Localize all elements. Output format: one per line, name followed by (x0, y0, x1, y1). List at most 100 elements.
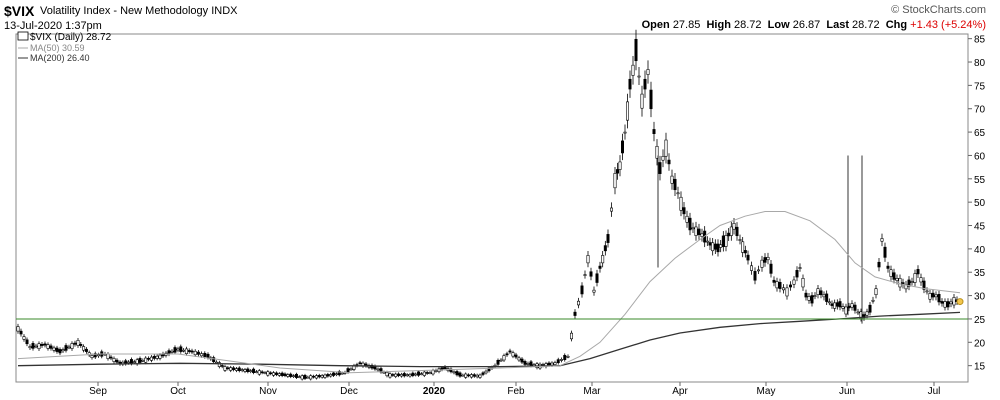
candle-up (382, 371, 386, 374)
ohlc-readout: Open 27.85 High 28.72 Low 26.87 Last 28.… (642, 19, 986, 31)
candle-up (16, 326, 20, 332)
candle-up (272, 372, 276, 376)
candle-down (226, 367, 230, 370)
candle-up (691, 227, 695, 230)
legend-ma200: MA(200) 26.40 (30, 53, 90, 63)
candle-down (237, 367, 241, 371)
candle-up (266, 371, 270, 376)
candle-up (511, 352, 515, 357)
candle-down (547, 362, 551, 366)
candle-up (243, 369, 247, 372)
candle-down (667, 159, 671, 165)
candle-down (883, 246, 887, 258)
candle-up (913, 273, 917, 283)
candle-down (274, 372, 278, 375)
candle-down (868, 304, 872, 313)
candle-down (810, 295, 814, 304)
candle-down (721, 235, 725, 247)
candle-up (801, 278, 805, 288)
candle-down (187, 350, 191, 352)
candle-down (346, 368, 350, 373)
candle-down (746, 254, 750, 261)
candle-down (467, 374, 471, 377)
candle-up (215, 361, 219, 364)
candle-up (257, 370, 261, 375)
x-tick-label: 2020 (423, 386, 446, 397)
candle-up (461, 374, 465, 377)
high-label: High (706, 19, 731, 31)
candle-down (196, 351, 200, 355)
candle-down (152, 355, 156, 359)
chg-label: Chg (885, 19, 908, 31)
candle-down (246, 368, 250, 372)
candle-up (729, 226, 733, 236)
candle-up (112, 358, 116, 362)
candle-up (719, 244, 723, 248)
candle-up (141, 360, 145, 362)
candle-up (822, 294, 826, 298)
candle-up (732, 223, 736, 230)
candle-up (34, 345, 38, 348)
candle-up (452, 371, 456, 374)
candle-up (827, 301, 831, 304)
candle-down (556, 359, 560, 364)
candle-up (925, 290, 929, 293)
candle-up (464, 373, 468, 378)
candle-up (576, 300, 580, 306)
candle-up (711, 242, 715, 252)
candle-down (220, 365, 224, 367)
candle-up (340, 372, 344, 375)
candle-up (526, 363, 530, 365)
candle-down (358, 362, 362, 364)
candle-down (326, 374, 330, 377)
candle-up (408, 374, 412, 377)
candle-down (825, 293, 829, 302)
candle-up (856, 311, 860, 314)
y-tick-label: 70 (974, 105, 986, 116)
plot-frame (15, 33, 969, 383)
y-tick-label: 15 (974, 362, 986, 373)
candle-down (79, 344, 83, 346)
candle-down (147, 358, 151, 360)
candle-up (553, 362, 557, 365)
candle-up (170, 350, 174, 353)
candle-up (478, 374, 482, 378)
candle-up (329, 374, 333, 377)
last-price-marker (956, 298, 964, 306)
y-tick-label: 20 (974, 338, 986, 349)
candle-up (155, 355, 159, 359)
y-tick-label: 25 (974, 315, 986, 326)
symbol: $VIX (4, 3, 35, 19)
candle-down (598, 265, 602, 269)
candle-down (129, 359, 133, 364)
candle-up (37, 343, 41, 350)
candle-down (64, 345, 68, 351)
candle-up (399, 374, 403, 377)
open-label: Open (641, 19, 670, 31)
candle-down (43, 343, 47, 346)
candle-down (763, 257, 767, 263)
candle-down (440, 367, 444, 370)
y-tick-label: 55 (974, 175, 986, 186)
candle-down (25, 339, 29, 345)
candle-up (334, 373, 338, 376)
candle-up (569, 332, 573, 340)
candle-down (190, 350, 194, 353)
last-value: 28.72 (852, 19, 880, 31)
candle-up (637, 75, 641, 78)
last-price-dot (956, 298, 964, 306)
candle-up (623, 131, 627, 134)
y-tick-label: 50 (974, 198, 986, 209)
candle-up (52, 347, 56, 351)
candle-up (76, 340, 80, 346)
candle-down (946, 301, 950, 308)
candle-down (458, 372, 462, 377)
candle-up (865, 311, 869, 316)
candle-down (523, 361, 527, 365)
candle-down (753, 271, 757, 281)
candle-down (658, 162, 662, 174)
low-value: 26.87 (792, 19, 821, 31)
x-tick-label: Nov (259, 386, 277, 397)
candle-down (58, 349, 62, 354)
candle-up (414, 373, 418, 376)
